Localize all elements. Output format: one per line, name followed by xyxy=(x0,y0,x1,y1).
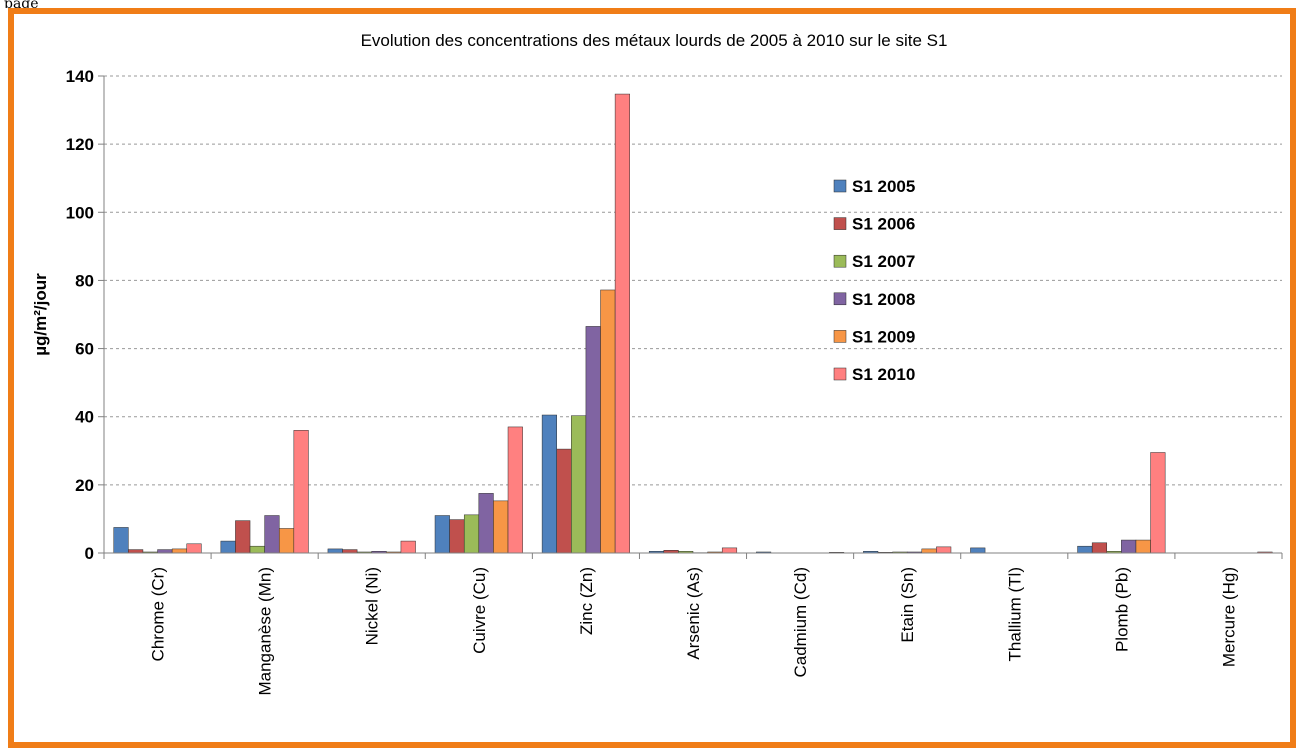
y-tick-label: 0 xyxy=(85,544,94,563)
x-category-label: Etain (Sn) xyxy=(898,567,917,643)
bar xyxy=(114,527,129,553)
bar xyxy=(493,501,508,553)
bar xyxy=(601,290,616,553)
bar xyxy=(922,549,937,553)
x-category-label: Plomb (Pb) xyxy=(1112,567,1131,652)
bar xyxy=(450,520,465,553)
legend-label: S1 2010 xyxy=(852,365,915,384)
bar xyxy=(279,528,294,553)
x-category-label: Zinc (Zn) xyxy=(577,567,596,635)
bar xyxy=(294,430,309,553)
legend-swatch xyxy=(834,368,846,380)
bar xyxy=(187,544,202,553)
legend-label: S1 2006 xyxy=(852,215,915,234)
legend-swatch xyxy=(834,330,846,342)
bar xyxy=(128,550,143,553)
y-tick-label: 60 xyxy=(75,340,94,359)
bar xyxy=(542,415,557,553)
x-category-labels: Chrome (Cr) Manganèse (Mn) Nickel (Ni) Cuiv… xyxy=(149,567,1239,696)
bar xyxy=(265,516,280,553)
y-axis-label: µg/m²/jour xyxy=(31,273,50,356)
x-category-label: Cuivre (Cu) xyxy=(470,567,489,654)
bar xyxy=(586,326,601,553)
legend-swatch xyxy=(834,180,846,192)
bar xyxy=(328,549,343,553)
bar xyxy=(970,548,985,553)
x-category-label: Manganèse (Mn) xyxy=(256,567,275,696)
bar xyxy=(464,515,479,553)
bar xyxy=(221,541,236,553)
legend-label: S1 2009 xyxy=(852,327,915,346)
legend-label: S1 2008 xyxy=(852,290,915,309)
x-category-label: Arsenic (As) xyxy=(684,567,703,660)
legend-swatch xyxy=(834,255,846,267)
bar xyxy=(250,546,265,553)
bar xyxy=(1078,546,1093,553)
axes xyxy=(98,76,1282,559)
legend-label: S1 2007 xyxy=(852,252,915,271)
legend-label: S1 2005 xyxy=(852,177,915,196)
bar xyxy=(1121,540,1136,553)
bar xyxy=(343,550,358,553)
bar xyxy=(479,493,494,553)
x-category-label: Mercure (Hg) xyxy=(1219,567,1238,667)
bar xyxy=(1092,543,1107,553)
bars-group xyxy=(114,94,1273,553)
x-category-label: Nickel (Ni) xyxy=(363,567,382,645)
bar xyxy=(557,449,572,553)
legend-swatch xyxy=(834,218,846,230)
bar xyxy=(615,94,630,553)
bar xyxy=(435,516,450,553)
bar xyxy=(158,550,173,553)
y-tick-label: 100 xyxy=(66,203,94,222)
bar xyxy=(508,427,523,553)
x-category-label: Cadmium (Cd) xyxy=(791,567,810,678)
bar xyxy=(571,416,586,553)
chart-title: Evolution des concentrations des métaux … xyxy=(361,31,948,50)
bar xyxy=(401,541,416,553)
gridlines xyxy=(104,76,1282,485)
y-tick-label: 20 xyxy=(75,476,94,495)
bar xyxy=(1136,540,1151,553)
bar xyxy=(1151,452,1166,553)
y-tick-label: 120 xyxy=(66,135,94,154)
y-tick-label: 40 xyxy=(75,408,94,427)
bar xyxy=(172,549,187,553)
y-tick-label: 80 xyxy=(75,271,94,290)
bar xyxy=(235,521,250,553)
y-tick-label: 140 xyxy=(66,67,94,86)
x-category-label: Chrome (Cr) xyxy=(149,567,168,661)
bar xyxy=(722,548,737,553)
bar xyxy=(936,547,951,553)
y-tick-labels: 0 20 40 60 80 100 120 140 xyxy=(66,67,94,563)
legend-swatch xyxy=(834,293,846,305)
x-category-label: Thallium (Tl) xyxy=(1005,567,1024,661)
